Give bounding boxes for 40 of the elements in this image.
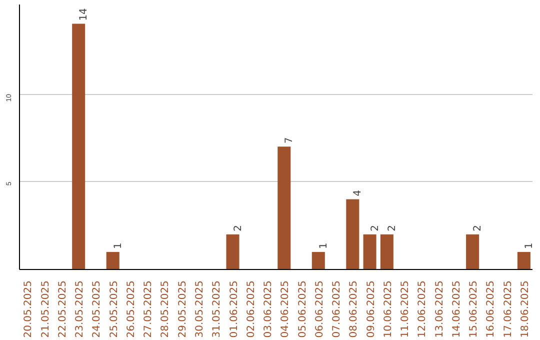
data-label: 1 — [524, 242, 535, 249]
x-tick-label: 15.06.2025 — [468, 280, 480, 338]
x-tick-label: 21.05.2025 — [40, 280, 52, 338]
x-tick-label: 31.05.2025 — [212, 280, 223, 338]
x-tick-label: 11.06.2025 — [400, 280, 412, 338]
x-tick-label: 01.06.2025 — [228, 280, 240, 338]
x-tick-label: 17.06.2025 — [502, 280, 514, 338]
x-tick-label: 05.06.2025 — [297, 280, 308, 338]
data-label: 1 — [318, 242, 330, 249]
x-tick-label: 03.06.2025 — [263, 280, 274, 338]
x-tick-label: 13.06.2025 — [434, 280, 446, 338]
x-tick-label: 18.06.2025 — [520, 280, 531, 338]
x-tick-label: 22.05.2025 — [57, 280, 68, 338]
x-tick-label: 08.06.2025 — [348, 280, 360, 338]
x-tick-label: 06.06.2025 — [314, 280, 326, 338]
data-label: 14 — [78, 8, 90, 21]
x-tick-label: 07.06.2025 — [332, 280, 343, 338]
data-label: 7 — [284, 137, 296, 144]
x-tick-label: 20.05.2025 — [23, 280, 34, 338]
x-tick-label: 04.06.2025 — [280, 280, 292, 338]
x-tick-label: 12.06.2025 — [417, 280, 428, 338]
x-tick-label: 23.05.2025 — [74, 280, 86, 338]
x-tick-label: 02.06.2025 — [246, 280, 257, 338]
x-tick-label: 28.05.2025 — [160, 280, 172, 338]
data-label: 2 — [370, 225, 381, 232]
x-tick-label: 30.05.2025 — [194, 280, 206, 338]
x-tick-label: 27.05.2025 — [143, 280, 154, 338]
x-tick-label: 09.06.2025 — [366, 280, 377, 338]
x-tick-label: 16.06.2025 — [486, 280, 497, 338]
x-tick-label: 24.05.2025 — [92, 280, 103, 338]
data-label: 2 — [232, 225, 244, 232]
data-label: 2 — [472, 225, 484, 232]
x-tick-label: 29.05.2025 — [177, 280, 188, 338]
x-tick-label: 26.05.2025 — [126, 280, 137, 338]
data-label: 4 — [352, 190, 364, 196]
data-label: 2 — [386, 225, 398, 232]
x-tick-label: 14.06.2025 — [451, 280, 462, 338]
data-label: 1 — [112, 242, 124, 249]
x-tick-label: 25.05.2025 — [108, 280, 120, 338]
x-tick-label: 10.06.2025 — [382, 280, 394, 338]
